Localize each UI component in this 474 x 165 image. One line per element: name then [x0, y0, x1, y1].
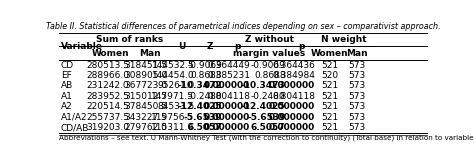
- Text: 0.000000: 0.000000: [204, 81, 250, 90]
- Text: 573: 573: [348, 102, 365, 111]
- Text: Z without: Z without: [245, 35, 294, 44]
- Text: 119756.5: 119756.5: [151, 113, 194, 122]
- Text: -12.4025: -12.4025: [241, 102, 285, 111]
- Text: 6.5057: 6.5057: [251, 123, 285, 132]
- Text: 6.5057: 6.5057: [188, 123, 222, 132]
- Text: Variable: Variable: [61, 42, 103, 51]
- Text: Women: Women: [311, 49, 348, 58]
- Text: N weight: N weight: [321, 35, 366, 44]
- Text: Man: Man: [139, 49, 161, 58]
- Text: margin values: margin values: [233, 49, 306, 58]
- Text: A1/A2: A1/A2: [61, 113, 87, 122]
- Text: 343227.5: 343227.5: [125, 113, 167, 122]
- Text: 144532.5: 144532.5: [152, 61, 194, 69]
- Text: 231242.0: 231242.0: [87, 81, 129, 90]
- Text: 0.000000: 0.000000: [204, 123, 250, 132]
- Text: -0.2480: -0.2480: [188, 92, 222, 101]
- Text: 279762.0: 279762.0: [124, 123, 167, 132]
- Text: 378450.5: 378450.5: [124, 102, 167, 111]
- Text: 0.000000: 0.000000: [269, 123, 315, 132]
- Text: 220514.5: 220514.5: [87, 102, 129, 111]
- Text: 255737.5: 255737.5: [86, 113, 129, 122]
- Text: 573: 573: [348, 92, 365, 101]
- Text: 573: 573: [348, 123, 365, 132]
- Text: -5.6539: -5.6539: [247, 113, 285, 122]
- Text: 573: 573: [348, 81, 365, 90]
- Text: 0.804118: 0.804118: [207, 92, 250, 101]
- Text: -10.3473: -10.3473: [241, 81, 285, 90]
- Text: Abbreviations – see text. U Mann-Whitney Test (with the correction to continuity: Abbreviations – see text. U Mann-Whitney…: [59, 135, 474, 141]
- Text: A2: A2: [61, 102, 73, 111]
- Text: 573: 573: [348, 71, 365, 80]
- Text: 84533.5: 84533.5: [157, 102, 194, 111]
- Text: 521: 521: [321, 81, 338, 90]
- Text: -0.2480: -0.2480: [251, 92, 285, 101]
- Text: 521: 521: [321, 92, 338, 101]
- Text: -0.9069: -0.9069: [251, 61, 285, 69]
- Text: 0.364436: 0.364436: [272, 61, 315, 69]
- Text: 0.384984: 0.384984: [272, 71, 315, 80]
- Text: 280513.5: 280513.5: [86, 61, 129, 69]
- Text: Women: Women: [91, 49, 129, 58]
- Text: p: p: [235, 42, 241, 51]
- Text: 319203.0: 319203.0: [86, 123, 129, 132]
- Text: 0.000000: 0.000000: [269, 81, 315, 90]
- Text: Man: Man: [346, 49, 368, 58]
- Text: 144454.0: 144454.0: [152, 71, 194, 80]
- Text: 0.000000: 0.000000: [269, 102, 315, 111]
- Text: 0.8688: 0.8688: [254, 71, 285, 80]
- Text: 0.804118: 0.804118: [272, 92, 315, 101]
- Text: 288966.0: 288966.0: [86, 71, 129, 80]
- Text: 0.8688: 0.8688: [191, 71, 222, 80]
- Text: -10.3472: -10.3472: [178, 81, 222, 90]
- Text: 0.364449: 0.364449: [208, 61, 250, 69]
- Text: U: U: [179, 42, 186, 51]
- Text: 318451.5: 318451.5: [124, 61, 167, 69]
- Text: 0.000000: 0.000000: [204, 113, 250, 122]
- Text: 521: 521: [321, 61, 338, 69]
- Text: 115311.0: 115311.0: [151, 123, 194, 132]
- Text: 573: 573: [348, 61, 365, 69]
- Text: 573: 573: [348, 113, 365, 122]
- Text: p: p: [299, 42, 305, 51]
- Text: 0.385231: 0.385231: [207, 71, 250, 80]
- Text: 520: 520: [321, 71, 338, 80]
- Text: 521: 521: [321, 102, 338, 111]
- Text: CD/AB: CD/AB: [61, 123, 89, 132]
- Text: AB: AB: [61, 81, 73, 90]
- Text: -0.9069: -0.9069: [188, 61, 222, 69]
- Text: 0.000000: 0.000000: [204, 102, 250, 111]
- Text: 0.000000: 0.000000: [269, 113, 315, 122]
- Text: Table II. Statistical differences of parametrical indices depending on sex – com: Table II. Statistical differences of par…: [46, 22, 440, 31]
- Text: A1: A1: [61, 92, 73, 101]
- Text: CD: CD: [61, 61, 74, 69]
- Text: Sum of ranks: Sum of ranks: [96, 35, 163, 44]
- Text: 283952.5: 283952.5: [87, 92, 129, 101]
- Text: -5.6539: -5.6539: [184, 113, 222, 122]
- Text: Z: Z: [207, 42, 213, 51]
- Text: 308905.0: 308905.0: [124, 71, 167, 80]
- Text: -12.4025: -12.4025: [178, 102, 222, 111]
- Text: 147971.5: 147971.5: [151, 92, 194, 101]
- Text: 367723.0: 367723.0: [124, 81, 167, 90]
- Text: 521: 521: [321, 113, 338, 122]
- Text: 315012.5: 315012.5: [124, 92, 167, 101]
- Text: EF: EF: [61, 71, 72, 80]
- Text: 521: 521: [321, 123, 338, 132]
- Text: 95261.0: 95261.0: [157, 81, 194, 90]
